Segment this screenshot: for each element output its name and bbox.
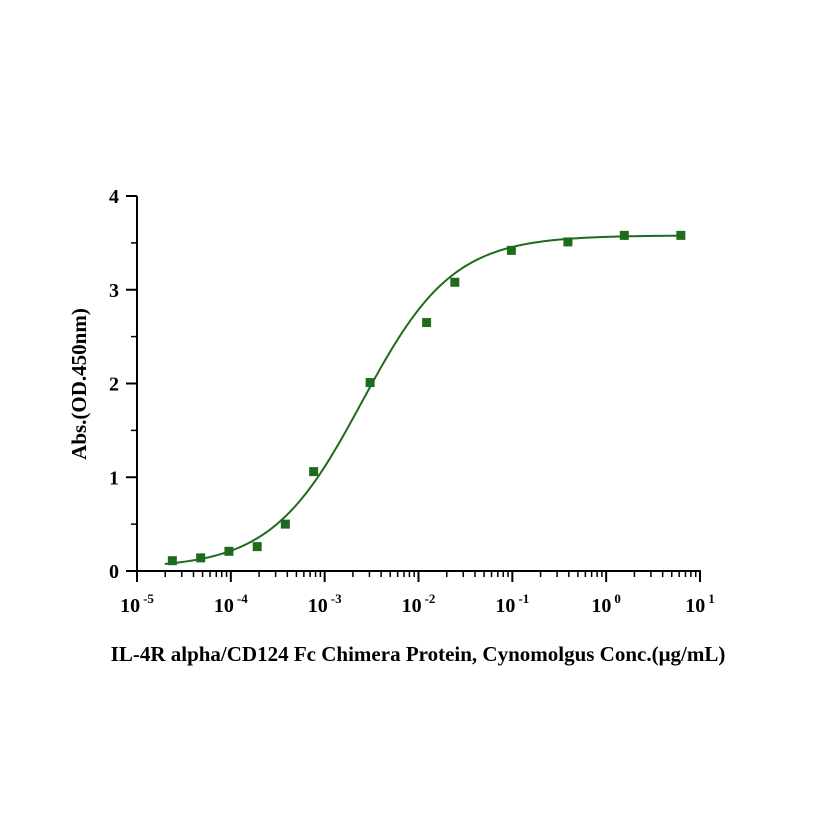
y-tick-label: 0 [109,561,119,583]
data-point [676,230,686,240]
x-tick-label: 10 -5 [120,591,154,617]
y-tick-label: 1 [109,467,119,489]
x-tick-label: 10 -4 [214,591,248,617]
y-axis-title: Abs.(OD.450nm) [67,308,91,460]
x-axis-title: IL-4R alpha/CD124 Fc Chimera Protein, Cy… [111,642,726,666]
data-points [167,230,686,566]
fit-curve-layer [164,234,683,565]
data-point [422,318,432,328]
data-point [309,467,319,477]
fit-curve [164,234,683,565]
x-tick-label: 10 -1 [495,591,529,617]
y-tick-label: 2 [109,374,119,396]
axes [136,196,701,572]
x-axis-ticks: 10 -5 10 -4 10 -3 10 -2 10 -1 10 0 10 1 [120,571,715,617]
data-point [224,546,234,556]
data-point [450,277,460,287]
x-tick-label: 10 -2 [402,591,436,617]
x-tick-label: 10 1 [685,591,715,617]
x-tick-label: 10 -3 [308,591,342,617]
data-point [506,245,516,255]
y-tick-label: 4 [109,186,119,208]
x-tick-label: 10 0 [591,591,621,617]
y-tick-label: 3 [109,280,119,302]
data-point [167,556,177,566]
data-point [280,519,290,529]
data-point [563,237,573,247]
data-point [196,553,206,563]
y-axis-ticks: 0 1 2 3 4 [109,186,137,583]
data-point [252,542,262,552]
data-point [365,378,375,388]
data-point [619,230,629,240]
